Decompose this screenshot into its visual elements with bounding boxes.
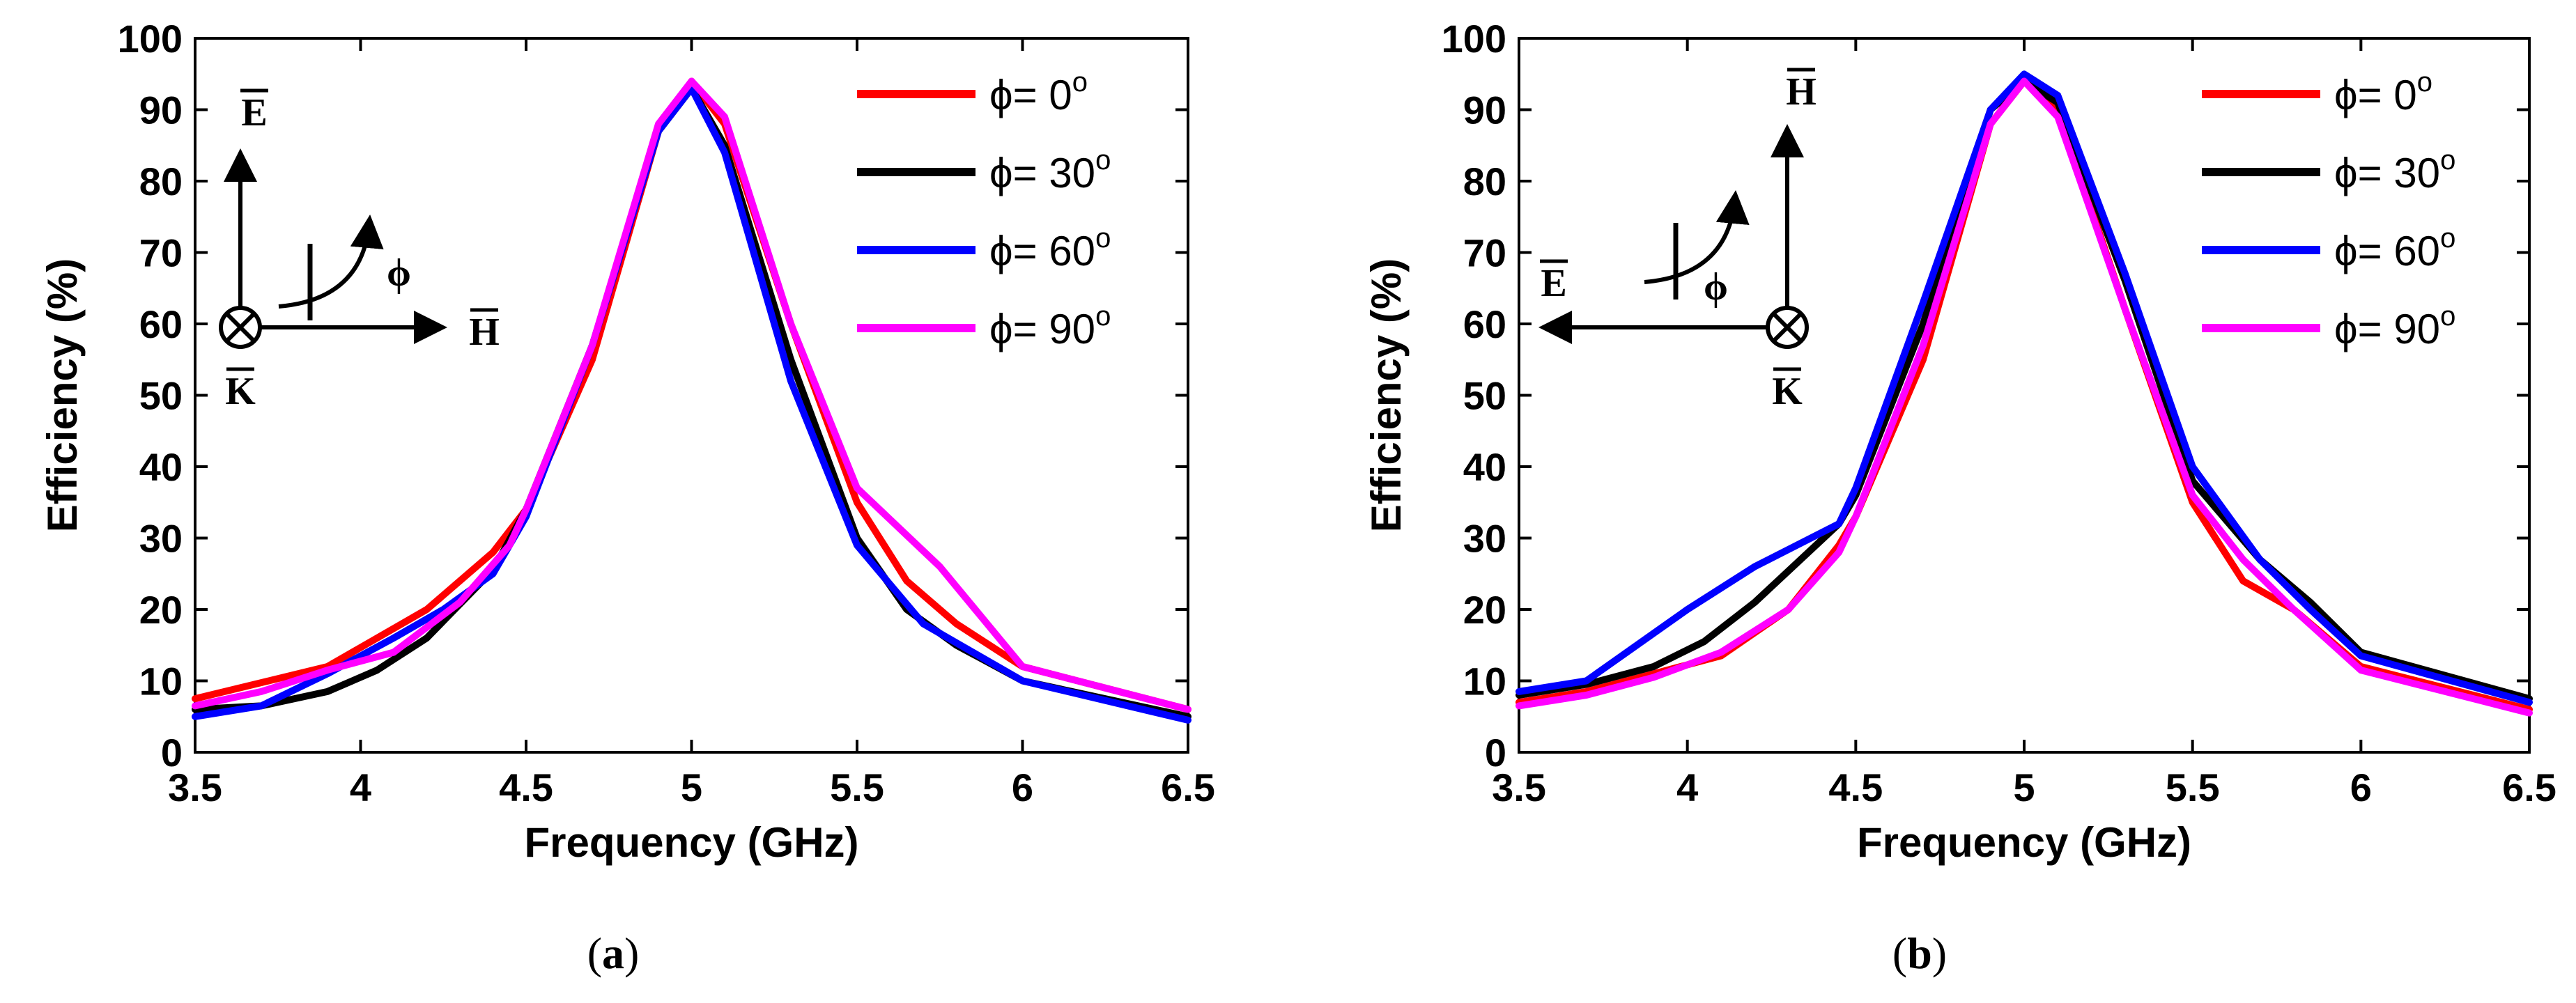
phi-rotation-arrow	[278, 215, 384, 309]
chart-panel-b: 3.5 4 4.5 5 5.5 6 6.5 0 10 20 30 40 50 60 70 80 90 100 Fre…	[1363, 17, 2556, 978]
polarization-inset: E H Kϕ	[219, 88, 500, 413]
series-line-phi-60	[1515, 70, 2533, 706]
x-tick-label: 6.5	[1161, 765, 1215, 809]
y-tick-label: 60	[1463, 302, 1506, 346]
y-tick-label: 70	[1463, 231, 1506, 275]
y-tick-label: 40	[1463, 445, 1506, 489]
vector-label: H	[469, 311, 500, 354]
legend-label: ϕ= 30o	[989, 145, 1111, 196]
legend-label: ϕ= 30o	[2334, 145, 2455, 196]
legend: ϕ= 0o ϕ= 30o ϕ= 60o ϕ= 90o	[857, 67, 1111, 352]
polarization-inset: H E Kϕ	[1538, 68, 1817, 413]
vector-label: K	[1772, 370, 1803, 413]
degree-mark: o	[1095, 145, 1111, 176]
y-tick-label: 90	[139, 88, 183, 132]
y-tick-label: 80	[139, 160, 183, 203]
degree-mark: o	[1095, 223, 1111, 254]
phi-symbol: ϕ	[387, 251, 411, 295]
y-tick-label: 50	[1463, 374, 1506, 418]
legend-label: ϕ= 0o	[2334, 67, 2432, 118]
x-tick-label: 6	[1012, 765, 1033, 809]
series-line-phi-90	[1515, 77, 2533, 717]
legend: ϕ= 0o ϕ= 30o ϕ= 60o ϕ= 90o	[2202, 67, 2455, 352]
y-tick-label: 10	[1463, 660, 1506, 703]
k-cross	[1773, 313, 1802, 342]
x-tick-label: 5	[681, 765, 702, 809]
x-tick-label: 3.5	[168, 765, 222, 809]
vector-label: E	[241, 91, 267, 134]
chart-panel-a: 3.5 4 4.5 5 5.5 6 6.5 0 10 20 30 40 50 60 70 80 90 100 Fre…	[39, 17, 1215, 978]
degree-mark: o	[2440, 145, 2455, 176]
degree-mark: o	[2417, 67, 2432, 98]
phi-rotation-arrow	[1644, 190, 1750, 284]
x-axis-label: Frequency (GHz)	[1857, 819, 2191, 866]
legend-label: ϕ= 60o	[989, 223, 1111, 274]
x-tick-label: 4	[1676, 765, 1698, 809]
vector-label: K	[225, 370, 256, 413]
plot-frame	[194, 37, 1189, 754]
y-tick-label: 40	[139, 445, 183, 489]
panel-caption: (a)	[587, 928, 640, 978]
y-tick-label: 60	[139, 302, 183, 346]
x-tick-label: 5.5	[830, 765, 884, 809]
y-tick-label: 30	[139, 517, 183, 561]
series-line-phi-90	[192, 77, 1191, 713]
x-tick-label: 6	[2350, 765, 2372, 809]
legend-label: ϕ= 60o	[2334, 223, 2455, 274]
plot-frame	[1518, 37, 2531, 754]
x-tick-label: 3.5	[1492, 765, 1546, 809]
x-tick-label: 4.5	[499, 765, 553, 809]
x-tick-label: 4	[350, 765, 371, 809]
degree-mark: o	[1095, 301, 1111, 332]
y-tick-label: 10	[139, 660, 183, 703]
x-axis-label: Frequency (GHz)	[524, 819, 858, 866]
y-tick-label: 20	[1463, 588, 1506, 632]
y-tick-label: 70	[139, 231, 183, 275]
degree-mark: o	[1072, 67, 1088, 98]
x-tick-label: 5	[2013, 765, 2035, 809]
y-tick-label: 80	[1463, 160, 1506, 203]
panel-caption: (b)	[1892, 928, 1947, 978]
x-tick-label: 4.5	[1828, 765, 1883, 809]
legend-label: ϕ= 90o	[989, 301, 1111, 352]
x-tick-label: 6.5	[2502, 765, 2556, 809]
y-tick-label: 100	[118, 17, 183, 61]
legend-label: ϕ= 0o	[989, 67, 1088, 118]
degree-mark: o	[2440, 223, 2455, 254]
y-tick-label: 50	[139, 374, 183, 418]
y-tick-label: 0	[161, 731, 183, 775]
vector-label: E	[1541, 262, 1566, 305]
y-tick-label: 20	[139, 588, 183, 632]
y-tick-label: 100	[1442, 17, 1506, 61]
phi-symbol: ϕ	[1704, 265, 1728, 309]
x-tick-label: 5.5	[2166, 765, 2220, 809]
degree-mark: o	[2440, 301, 2455, 332]
k-cross	[226, 313, 255, 342]
y-tick-label: 0	[1485, 731, 1506, 775]
y-axis-label: Efficiency (%)	[39, 258, 86, 532]
vector-label: H	[1786, 70, 1817, 114]
y-axis-label: Efficiency (%)	[1363, 258, 1410, 532]
y-tick-label: 30	[1463, 517, 1506, 561]
legend-label: ϕ= 90o	[2334, 301, 2455, 352]
y-tick-label: 90	[1463, 88, 1506, 132]
